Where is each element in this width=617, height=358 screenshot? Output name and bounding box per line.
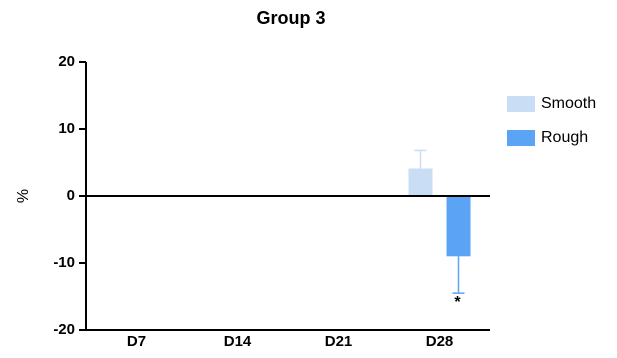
legend-label-smooth: Smooth	[541, 95, 596, 112]
significance-marker: *	[454, 294, 461, 311]
y-tick-label: 20	[58, 53, 75, 70]
x-tick-label: D21	[325, 333, 353, 350]
legend-swatch-smooth	[507, 96, 535, 112]
y-axis-label: %	[15, 189, 32, 203]
x-tick-label: D28	[426, 333, 454, 350]
y-tick-label: 0	[67, 187, 75, 204]
x-tick-label: D14	[224, 333, 252, 350]
y-tick-label: 10	[58, 120, 75, 137]
legend: Smooth Rough	[507, 95, 596, 146]
bar-rough-d28	[446, 196, 471, 257]
legend-label-rough: Rough	[541, 129, 588, 146]
x-tick-label: D7	[127, 333, 146, 350]
legend-swatch-rough	[507, 130, 535, 146]
bar-smooth-d28	[408, 168, 433, 196]
plot-area: -20 -10 0 10 20 D7 D14 D21 D28 *	[53, 53, 490, 350]
y-tick-label: -10	[53, 254, 75, 271]
chart-title: Group 3	[256, 8, 325, 28]
y-tick-label: -20	[53, 321, 75, 338]
